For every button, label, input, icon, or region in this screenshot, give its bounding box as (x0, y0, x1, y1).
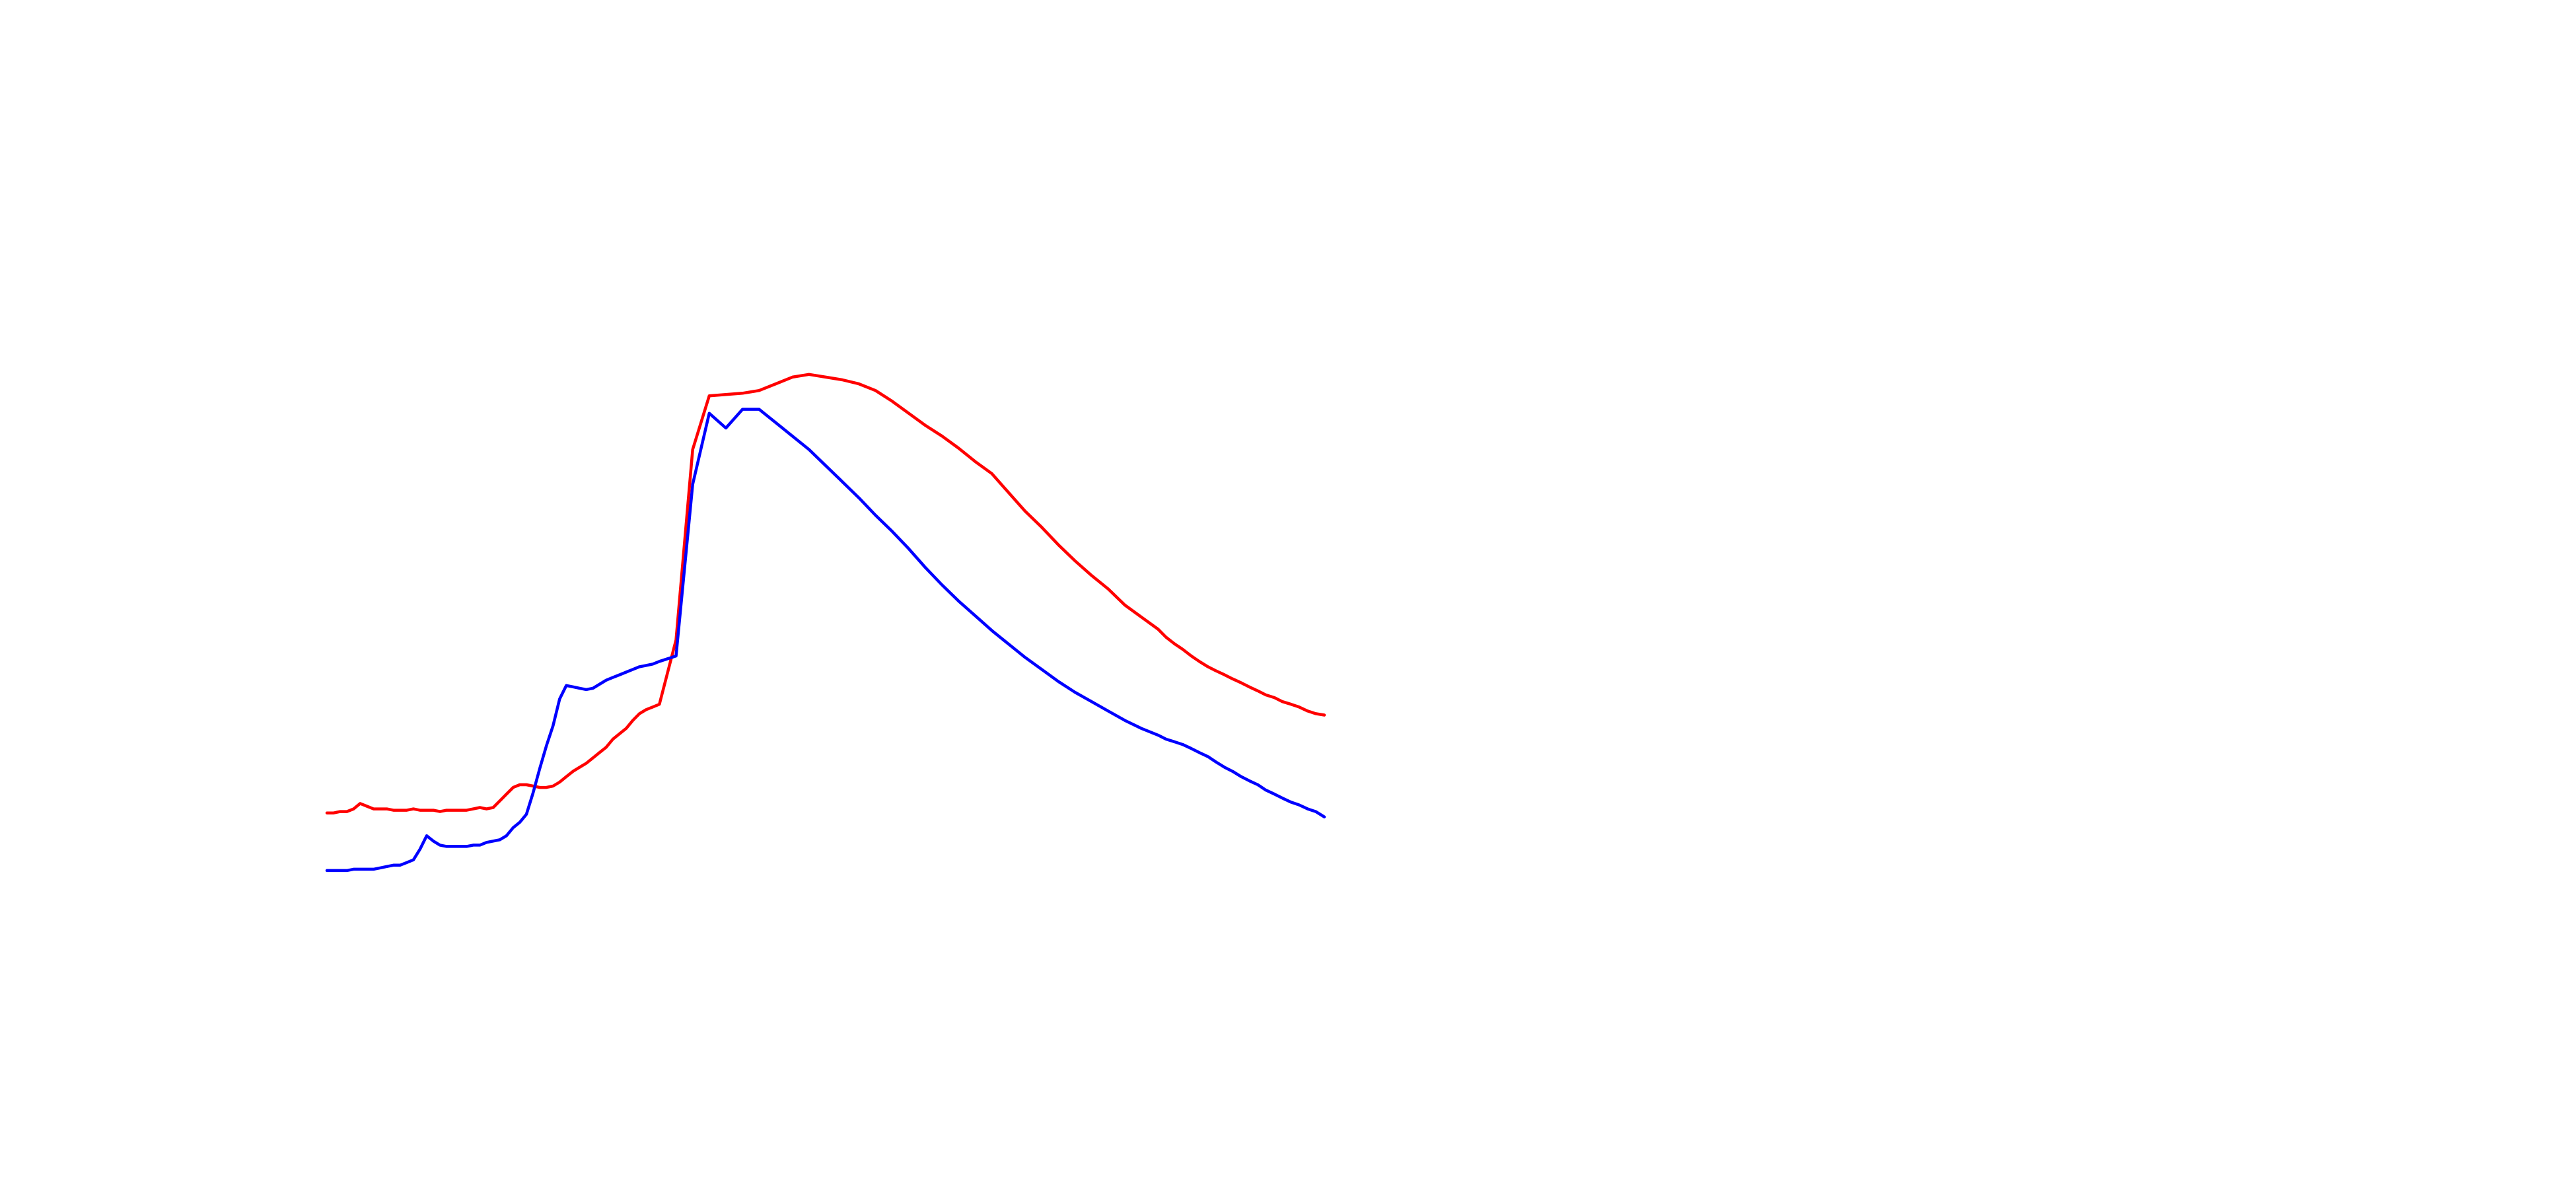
series-layer (325, 373, 1326, 873)
series-line-2 (325, 408, 1326, 873)
series-line-1 (325, 373, 1326, 814)
